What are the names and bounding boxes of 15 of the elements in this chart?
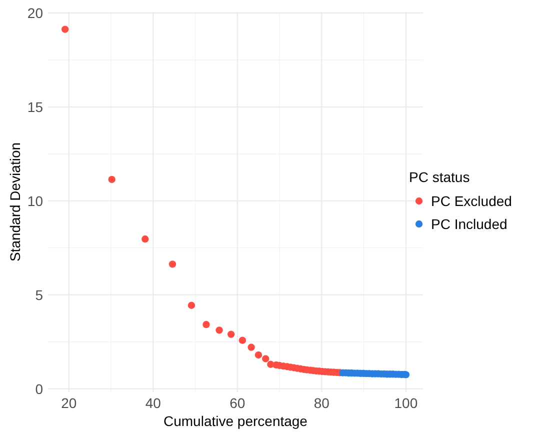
y-tick-label: 0 — [35, 380, 44, 397]
x-tick-label: 20 — [61, 395, 77, 411]
y-tick-label: 20 — [27, 4, 44, 21]
y-tick-label: 10 — [27, 192, 44, 209]
x-tick-label: 60 — [230, 395, 246, 411]
x-tick-label: 80 — [314, 395, 330, 411]
x-axis-title: Cumulative percentage — [164, 413, 308, 429]
y-tick-label: 5 — [35, 286, 44, 303]
x-tick-label: 40 — [145, 395, 162, 411]
legend-label: PC Included — [431, 216, 508, 232]
x-tick-label: 100 — [394, 395, 418, 411]
legend-title: PC status — [409, 169, 470, 185]
legend-label: PC Excluded — [431, 193, 512, 209]
y-tick-label: 15 — [27, 98, 44, 115]
y-axis-title: Standard Deviation — [7, 142, 23, 262]
